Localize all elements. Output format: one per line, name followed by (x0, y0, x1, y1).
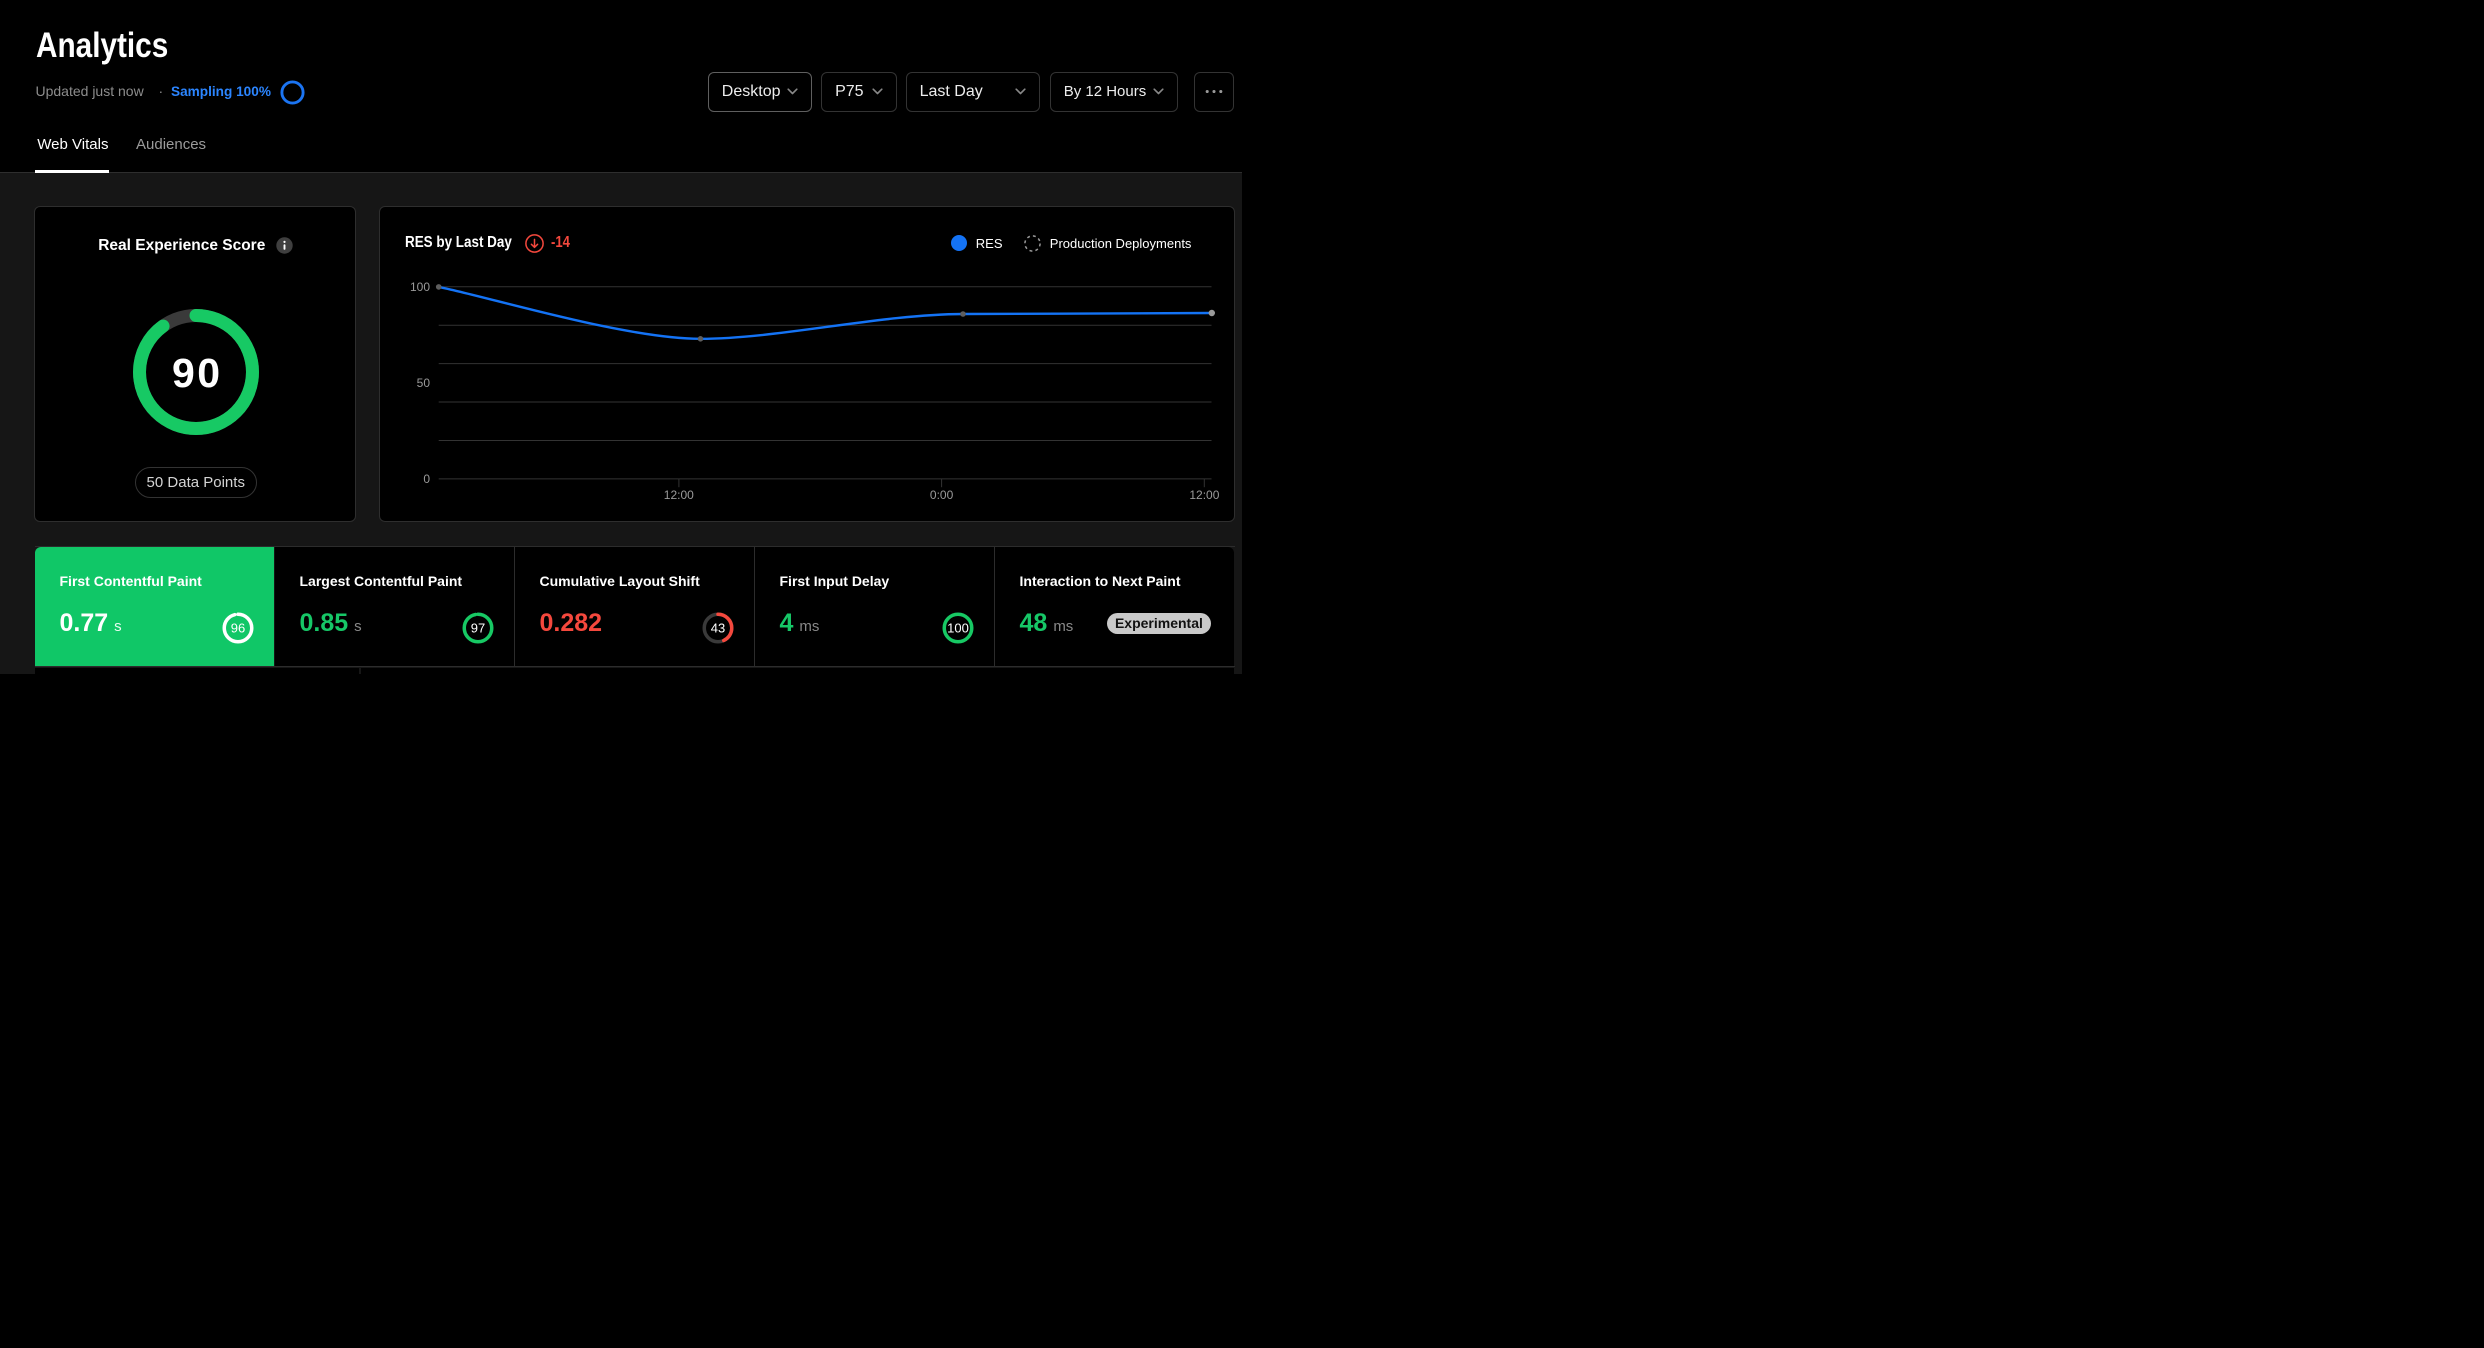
svg-text:100: 100 (947, 621, 969, 636)
svg-text:43: 43 (711, 621, 725, 636)
svg-text:96: 96 (231, 621, 245, 636)
svg-text:97: 97 (471, 621, 485, 636)
